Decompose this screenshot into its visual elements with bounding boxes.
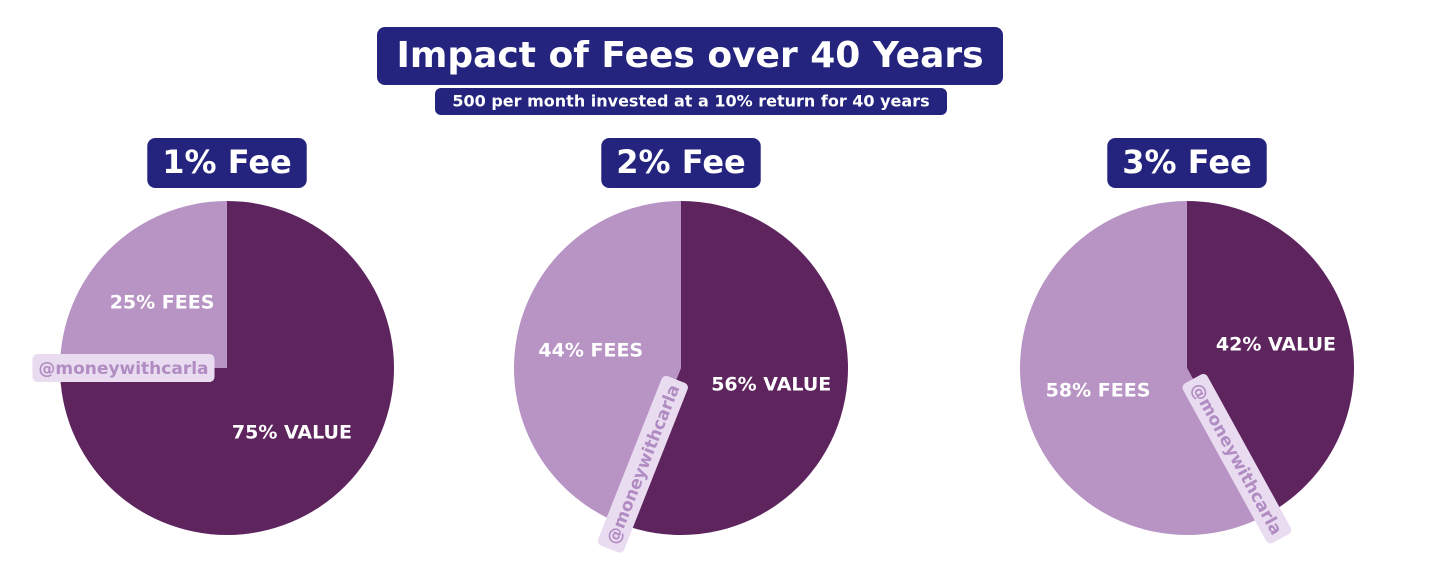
title: Impact of Fees over 40 Years xyxy=(396,35,983,76)
title-box xyxy=(377,27,1003,85)
slice-label: 56% VALUE xyxy=(711,374,831,396)
chart-title-box xyxy=(1107,138,1267,188)
slice-label: 42% VALUE xyxy=(1216,334,1336,356)
watermark-box xyxy=(1182,373,1292,544)
watermark: @moneywithcarla xyxy=(32,354,215,382)
slice-label: 58% FEES xyxy=(1046,379,1151,401)
chart-title: 3% Fee xyxy=(1122,143,1251,181)
slice-label: 44% FEES xyxy=(538,339,643,361)
chart-title-box xyxy=(147,138,307,188)
pie-slice xyxy=(60,201,394,535)
slice-label: 25% FEES xyxy=(110,292,215,314)
slice-label: 75% VALUE xyxy=(232,421,352,443)
subtitle: 500 per month invested at a 10% return f… xyxy=(452,92,929,111)
subtitle-box xyxy=(435,88,947,115)
watermark-text: @moneywithcarla xyxy=(38,359,208,379)
chart-title-box xyxy=(601,138,761,188)
watermark-box xyxy=(32,354,215,382)
pie-slice xyxy=(60,201,227,368)
pie-slice xyxy=(619,201,849,535)
pie-slice xyxy=(1020,201,1268,535)
watermark-box xyxy=(597,375,688,553)
chart-title: 2% Fee xyxy=(616,143,745,181)
chart-title: 1% Fee xyxy=(162,143,291,181)
